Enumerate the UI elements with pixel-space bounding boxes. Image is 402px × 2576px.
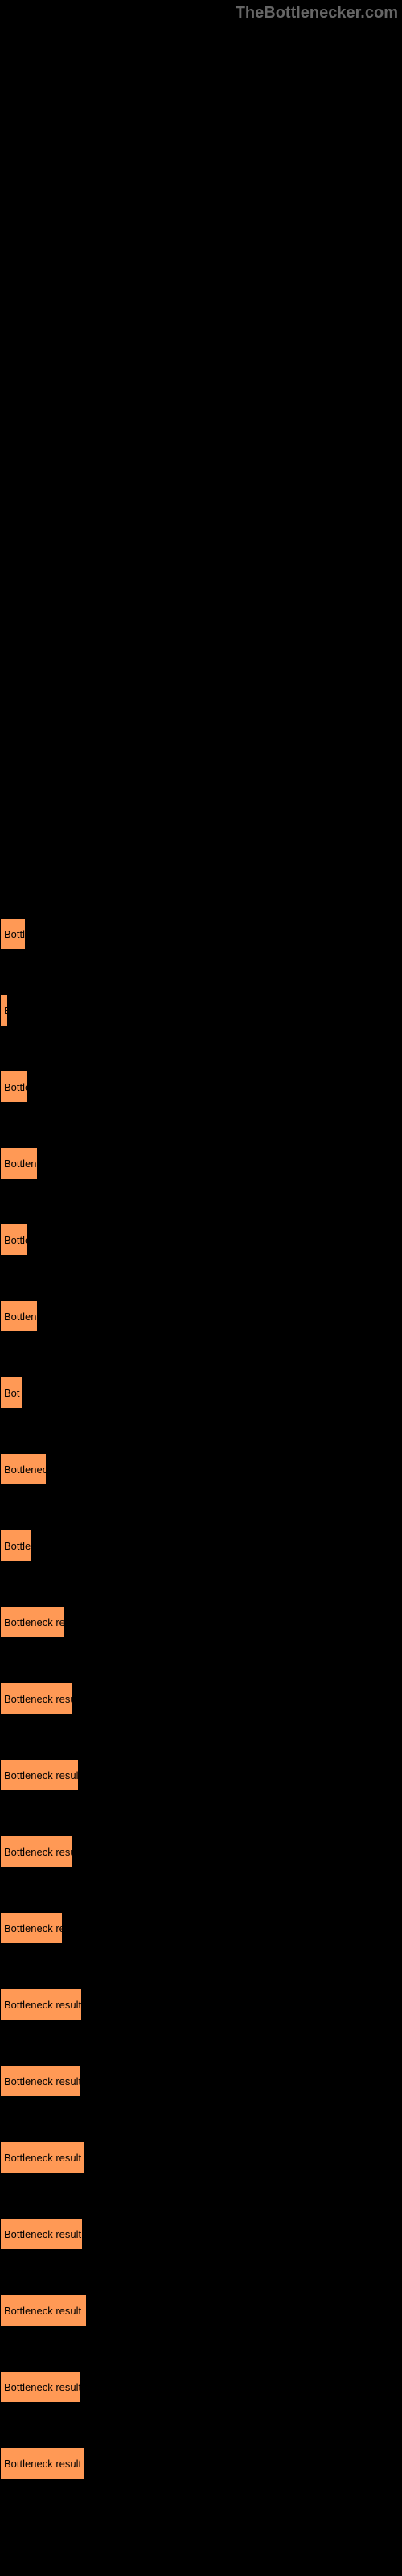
bar-row: Bottleneck resu: [0, 1835, 72, 1868]
bar-row: Bottleneck result: [0, 2218, 83, 2250]
bar-row: Bottlene: [0, 1300, 38, 1332]
bottleneck-bar: Bottleneck resu: [0, 1835, 72, 1868]
bottleneck-bar: Bottleneck result: [0, 2141, 84, 2174]
bottleneck-bar: Bottl: [0, 918, 26, 950]
bar-row: Bottlene: [0, 1147, 38, 1179]
bar-row: Bottle: [0, 1071, 27, 1103]
bar-row: Bottler: [0, 1530, 32, 1562]
bottleneck-bar: Bottleneck result: [0, 2065, 80, 2097]
bar-row: Bottleneck result: [0, 2294, 87, 2326]
bottleneck-bar: Bottleneck result: [0, 2447, 84, 2479]
bar-row: Bottleneck re: [0, 1912, 63, 1944]
bar-row: Bottleneck result: [0, 2447, 84, 2479]
bottleneck-bar: Bottleneck result: [0, 1759, 79, 1791]
bar-row: Bottl: [0, 918, 26, 950]
bottleneck-bar: Bottleneck result: [0, 2218, 83, 2250]
bottleneck-bar: Bottleneck result: [0, 2371, 80, 2403]
bottleneck-bar: Bottlene: [0, 1147, 38, 1179]
bottleneck-bar: Bottleneck re: [0, 1912, 63, 1944]
bottleneck-bar: Bottlene: [0, 1300, 38, 1332]
bar-row: B: [0, 994, 8, 1026]
bottleneck-bar: Bottleneck result: [0, 2294, 87, 2326]
bar-row: Bottleneck: [0, 1453, 47, 1485]
bottleneck-bar: B: [0, 994, 8, 1026]
bottleneck-bar: Bottle: [0, 1071, 27, 1103]
bar-row: Bottleneck result: [0, 1759, 79, 1791]
bottleneck-bar: Bottle: [0, 1224, 27, 1256]
bottleneck-bar: Bot: [0, 1377, 23, 1409]
bar-row: Bottleneck res: [0, 1606, 64, 1638]
bar-row: Bottleneck resu: [0, 1682, 72, 1715]
bottleneck-bar: Bottleneck resu: [0, 1682, 72, 1715]
bottleneck-bar: Bottleneck: [0, 1453, 47, 1485]
bottleneck-bar: Bottler: [0, 1530, 32, 1562]
bar-row: Bottleneck result: [0, 2065, 80, 2097]
bar-row: Bottleneck result: [0, 2371, 80, 2403]
bar-row: Bot: [0, 1377, 23, 1409]
bar-row: Bottle: [0, 1224, 27, 1256]
bar-row: Bottleneck result: [0, 1988, 82, 2021]
bar-row: Bottleneck result: [0, 2141, 84, 2174]
bottleneck-bar: Bottleneck result: [0, 1988, 82, 2021]
chart-container: Bottl B Bottle Bottlene Bottle Bottlene Bot Bot…: [0, 0, 402, 2576]
bottleneck-bar: Bottleneck res: [0, 1606, 64, 1638]
